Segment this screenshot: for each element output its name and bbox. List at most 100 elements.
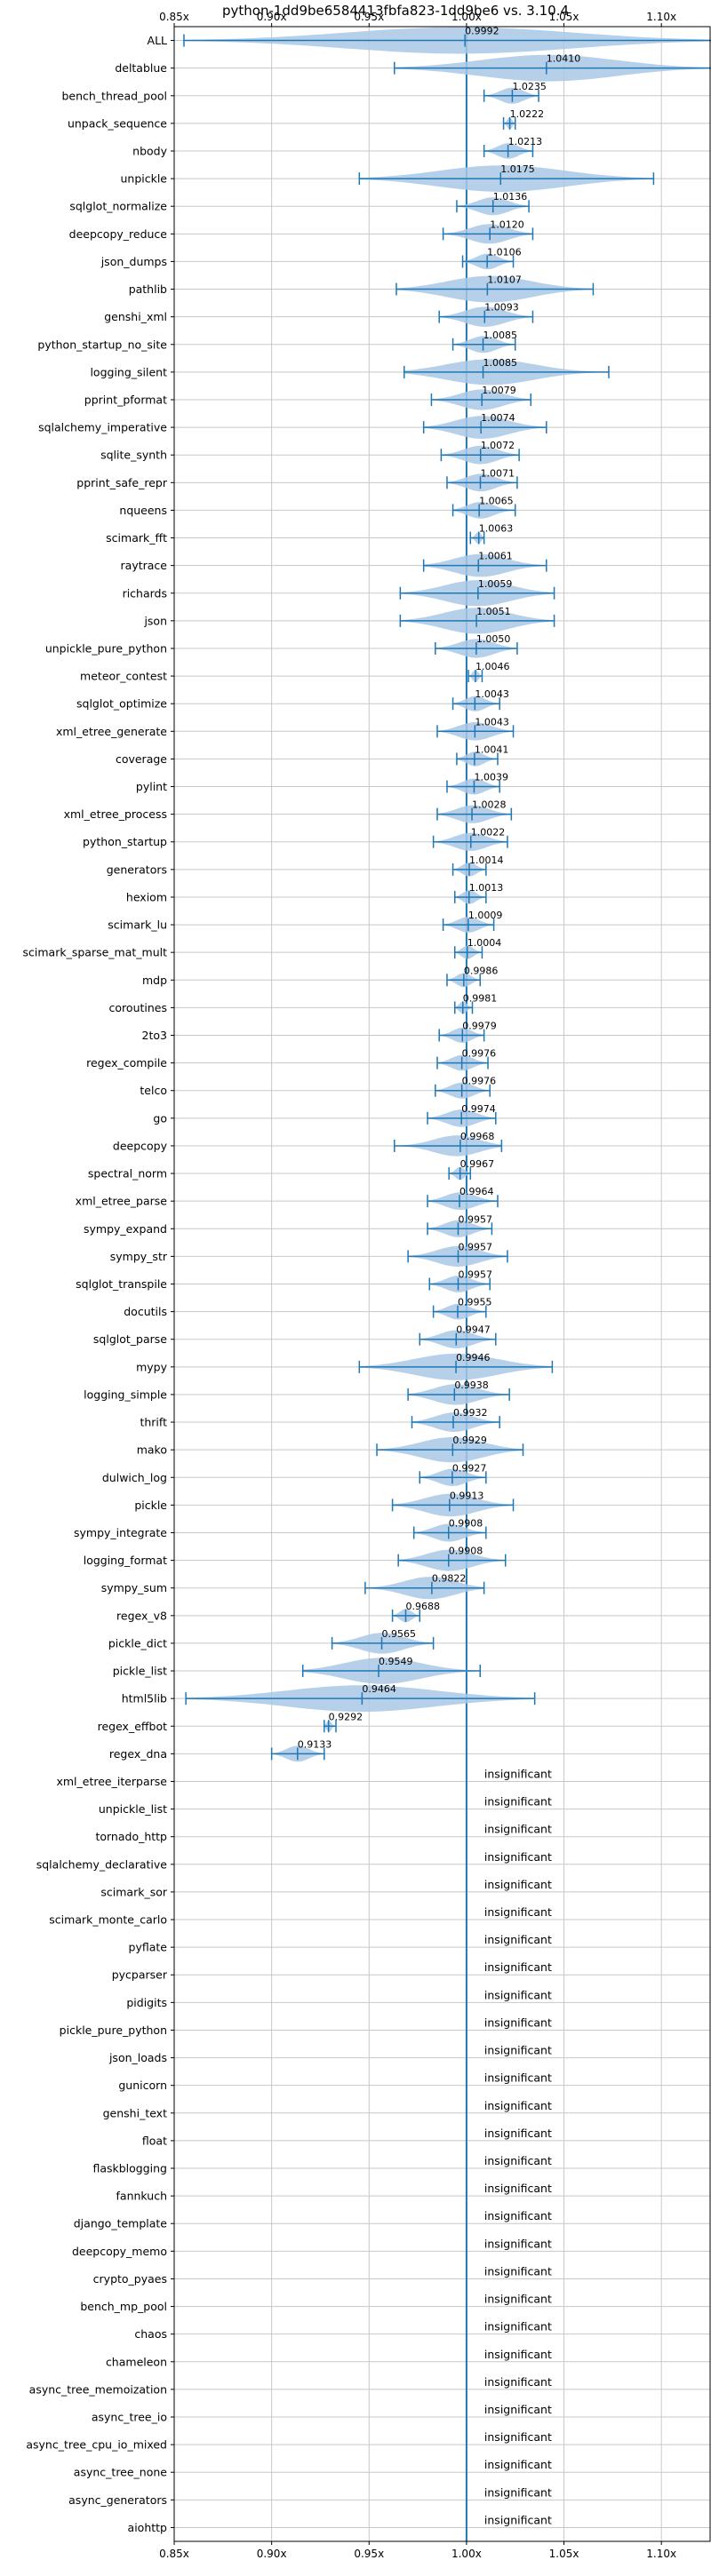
benchmark-label: json_dumps	[100, 255, 167, 268]
insignificant-label: insignificant	[484, 1823, 552, 1836]
benchmark-value-label: 1.0071	[480, 467, 515, 479]
insignificant-label: insignificant	[484, 2154, 552, 2167]
benchmark-label: async_tree_memoization	[29, 2382, 167, 2396]
benchmark-label: sqlglot_transpile	[76, 1277, 167, 1291]
benchmark-label: meteor_contest	[80, 670, 167, 683]
benchmark-label: sympy_sum	[101, 1581, 167, 1594]
benchmark-label: raytrace	[121, 559, 168, 572]
label-layer: 0.85x 0.85x 0.90x 0.90x 0.95x 0.95x 1.00x 1.00x…	[23, 11, 677, 2560]
benchmark-label: chameleon	[106, 2355, 167, 2368]
benchmark-value-label: 0.9957	[458, 1213, 492, 1225]
insignificant-label: insignificant	[484, 2182, 552, 2195]
insignificant-label: insignificant	[484, 2458, 552, 2471]
benchmark-value-label: 0.9688	[405, 1601, 440, 1612]
benchmark-label: xml_etree_process	[64, 807, 167, 821]
benchmark-value-label: 0.9947	[456, 1324, 491, 1336]
benchmark-value-label: 0.9908	[449, 1546, 483, 1557]
benchmark-value-label: 1.0028	[472, 799, 507, 811]
insignificant-label: insignificant	[484, 2403, 552, 2416]
benchmark-label: regex_v8	[116, 1609, 167, 1622]
benchmark-value-label: 1.0093	[484, 302, 519, 314]
insignificant-label: insignificant	[484, 2485, 552, 2499]
benchmark-value-label: 0.9981	[463, 992, 498, 1004]
benchmark-value-label: 0.9938	[454, 1379, 489, 1391]
benchmark-value-label: 1.0004	[467, 937, 502, 949]
benchmark-label: pickle_pure_python	[60, 2023, 167, 2037]
benchmark-label: regex_compile	[86, 1056, 167, 1069]
benchmark-label: float	[142, 2134, 167, 2147]
benchmark-label: pickle_list	[113, 1665, 167, 1678]
violin-layer	[183, 27, 711, 1762]
benchmark-label: flaskblogging	[92, 2162, 167, 2175]
benchmark-label: logging_simple	[84, 1387, 167, 1401]
benchmark-value-label: 0.9822	[432, 1573, 467, 1585]
insignificant-label: insignificant	[484, 2430, 552, 2444]
benchmark-label: ALL	[148, 34, 168, 47]
benchmark-label: python_startup	[83, 835, 167, 848]
benchmark-label: json_loads	[108, 2051, 167, 2064]
insignificant-label: insignificant	[484, 2209, 552, 2222]
benchmark-label: xml_etree_iterparse	[56, 1775, 167, 1788]
benchmark-label: fannkuch	[116, 2190, 167, 2203]
benchmark-label: sqlglot_optimize	[76, 697, 167, 711]
chart-title: python-1dd9be6584413fbfa823-1dd9be6 vs. …	[222, 3, 569, 19]
benchmark-label: sqlalchemy_declarative	[36, 1857, 168, 1871]
benchmark-label: unpickle_pure_python	[45, 641, 167, 655]
benchmark-label: django_template	[74, 2217, 168, 2230]
benchmark-label: python_startup_no_site	[37, 338, 167, 351]
benchmark-label: dulwich_log	[102, 1471, 167, 1484]
benchmark-label: scimark_sparse_mat_mult	[23, 946, 168, 959]
benchmark-value-label: 1.0074	[481, 412, 515, 424]
benchmark-value-label: 0.9464	[362, 1683, 396, 1695]
x-tick-label-bottom: 1.00x	[451, 2548, 482, 2560]
benchmark-value-label: 0.9908	[449, 1517, 483, 1529]
benchmark-label: nbody	[132, 144, 167, 157]
insignificant-label: insignificant	[484, 1933, 552, 1946]
benchmark-label: sympy_expand	[84, 1222, 167, 1236]
benchmark-label: scimark_sor	[100, 1885, 167, 1898]
benchmark-value-label: 0.9929	[452, 1435, 486, 1446]
benchmark-value-label: 0.9986	[464, 965, 499, 976]
benchmark-label: pathlib	[129, 282, 167, 296]
benchmark-label: pprint_pformat	[84, 393, 167, 406]
benchmark-label: sympy_str	[110, 1250, 168, 1263]
insignificant-label: insignificant	[484, 2044, 552, 2057]
benchmark-label: pprint_safe_repr	[76, 476, 168, 489]
benchmark-value-label: 1.0106	[487, 246, 522, 258]
benchmark-value-label: 1.0175	[500, 163, 535, 175]
benchmark-label: unpickle	[120, 172, 167, 186]
benchmark-label: telco	[140, 1084, 167, 1097]
benchmark-label: mypy	[136, 1360, 168, 1373]
benchmark-label: mdp	[142, 974, 167, 987]
benchmark-label: go	[153, 1111, 167, 1125]
benchmark-value-label: 1.0014	[469, 855, 504, 866]
benchmark-value-label: 1.0043	[475, 688, 509, 700]
benchmark-value-label: 0.9549	[379, 1656, 413, 1667]
insignificant-label: insignificant	[484, 2264, 552, 2278]
benchmark-label: deepcopy_reduce	[69, 227, 168, 241]
benchmark-label: richards	[123, 586, 167, 600]
benchmark-value-label: 1.0410	[547, 53, 581, 65]
benchmark-value-label: 1.0046	[475, 661, 510, 672]
x-tick-label-bottom: 1.05x	[549, 2548, 579, 2560]
benchmark-label: pickle_dict	[108, 1636, 167, 1650]
insignificant-label: insignificant	[484, 2071, 552, 2085]
benchmark-label: regex_dna	[109, 1747, 167, 1761]
x-tick-label-bottom: 0.95x	[354, 2548, 384, 2560]
insignificant-label: insignificant	[484, 2293, 552, 2306]
benchmark-label: gunicorn	[118, 2079, 167, 2092]
insignificant-label: insignificant	[484, 1795, 552, 1809]
plot-frame	[173, 26, 711, 2542]
insignificant-label: insignificant	[484, 2348, 552, 2361]
x-tick-label-top: 0.90x	[257, 11, 287, 23]
benchmark-label: aiohttp	[128, 2521, 168, 2534]
benchmark-label: sqlglot_parse	[93, 1332, 167, 1346]
x-tick-label-top: 0.95x	[354, 11, 384, 23]
benchmark-label: json	[143, 614, 167, 627]
benchmark-value-label: 0.9133	[298, 1738, 332, 1750]
insignificant-label: insignificant	[484, 1878, 552, 1891]
benchmark-label: sqlite_synth	[100, 449, 167, 462]
benchmark-value-label: 1.0050	[476, 633, 511, 645]
benchmark-value-label: 0.9976	[462, 1048, 497, 1060]
benchmark-value-label: 1.0136	[493, 191, 528, 203]
